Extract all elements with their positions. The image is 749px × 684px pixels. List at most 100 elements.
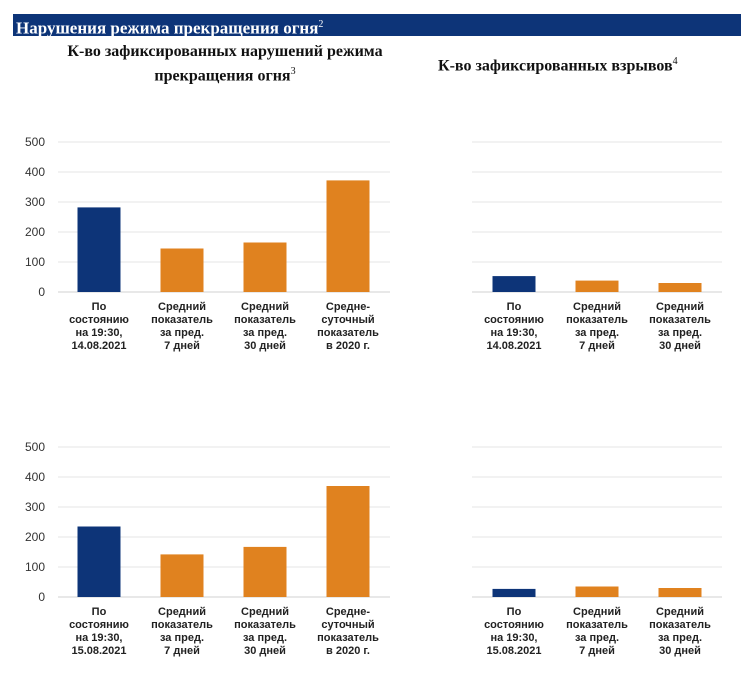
y-tick-label: 500 [25, 440, 45, 454]
x-category-label-line: за пред. [575, 327, 619, 339]
y-tick-label: 200 [25, 225, 45, 239]
bar-average [575, 280, 619, 292]
x-category-label-line: По [507, 301, 522, 313]
bar-current [77, 526, 121, 597]
violations-chart-title: К-во зафиксированных нарушений режима пр… [20, 42, 430, 86]
x-category-label: Средний показатель за пред. 30 дней [649, 301, 711, 352]
x-category-label-line: в 2020 г. [326, 645, 370, 657]
explosions-title-footnote: 4 [672, 56, 678, 67]
bar-average [160, 248, 204, 292]
x-category-label-line: По [92, 301, 107, 313]
x-category-label-line: за пред. [658, 632, 702, 644]
x-category-label-line: показатель [317, 632, 379, 644]
bar-average [160, 554, 204, 597]
violations-title-footnote: 3 [290, 66, 296, 77]
violations-panel-15-08: 0 100 200 300 400 500 По состоянию на 19:30, 15.0… [25, 440, 390, 657]
x-category-label-line: Средний [573, 606, 621, 618]
x-category-label-line: показатель [151, 619, 213, 631]
x-category-label-line: показатель [649, 619, 711, 631]
bar-average [575, 586, 619, 597]
x-category-label-line: 15.08.2021 [486, 645, 541, 657]
x-category-label-line: Средне- [326, 301, 371, 313]
x-category-label: Средний показатель за пред. 30 дней [234, 606, 296, 657]
bar-average [658, 588, 702, 597]
x-category-label-line: Средне- [326, 606, 371, 618]
x-category-label-line: 30 дней [244, 645, 286, 657]
bar-average [326, 180, 370, 292]
x-category-label-line: По [507, 606, 522, 618]
x-category-label-line: состоянию [484, 314, 544, 326]
x-category-label-line: в 2020 г. [326, 340, 370, 352]
y-tick-label: 300 [25, 500, 45, 514]
x-category-label-line: По [92, 606, 107, 618]
x-category-label-line: на 19:30, [75, 632, 122, 644]
x-category-label-line: показатель [234, 619, 296, 631]
bar-average [326, 486, 370, 597]
x-category-label-line: 7 дней [164, 340, 200, 352]
x-category-label-line: Средний [241, 301, 289, 313]
x-category-label-line: за пред. [658, 327, 702, 339]
x-category-label: Средне-суточный показатель в 2020 г. [317, 301, 379, 352]
bar-current [492, 588, 536, 597]
y-tick-label: 0 [38, 590, 45, 604]
x-category-label-line: показатель [151, 314, 213, 326]
section-header: Нарушения режима прекращения огня2 [13, 14, 741, 38]
x-category-label-line: показатель [566, 314, 628, 326]
y-tick-label: 100 [25, 255, 45, 269]
x-category-label: Средний показатель за пред. 7 дней [566, 301, 628, 352]
y-tick-label: 0 [38, 285, 45, 299]
x-category-label-line: суточный [321, 314, 374, 326]
x-category-label-line: Средний [241, 606, 289, 618]
section-title: Нарушения режима прекращения огня [16, 18, 319, 38]
x-category-label-line: Средний [656, 606, 704, 618]
x-category-label-line: на 19:30, [490, 632, 537, 644]
y-tick-label: 400 [25, 165, 45, 179]
x-category-label-line: Средний [573, 301, 621, 313]
x-category-label-line: 30 дней [659, 645, 701, 657]
x-category-label: Средний показатель за пред. 7 дней [566, 606, 628, 657]
x-category-label-line: состоянию [69, 314, 129, 326]
y-tick-label: 100 [25, 560, 45, 574]
x-category-label: Средний показатель за пред. 30 дней [234, 301, 296, 352]
y-tick-label: 200 [25, 530, 45, 544]
x-category-label-line: 30 дней [244, 340, 286, 352]
x-category-label: Средне-суточный показатель в 2020 г. [317, 606, 379, 657]
x-category-label-line: за пред. [160, 327, 204, 339]
explosions-chart-title: К-во зафиксированных взрывов4 [438, 52, 738, 76]
x-category-label-line: Средний [656, 301, 704, 313]
x-category-label-line: за пред. [243, 632, 287, 644]
x-category-label-line: 30 дней [659, 340, 701, 352]
x-category-label-line: 14.08.2021 [486, 340, 541, 352]
x-category-label: По состоянию на 19:30, 15.08.2021 [69, 606, 129, 657]
x-category-label-line: Средний [158, 301, 206, 313]
violations-title-text: К-во зафиксированных нарушений режима пр… [67, 43, 383, 85]
x-category-label-line: 7 дней [164, 645, 200, 657]
y-tick-label: 500 [25, 135, 45, 149]
violations-panel-14-08: 0 100 200 300 400 500 По состоянию на 19:30, 14.0… [25, 135, 390, 352]
bar-current [492, 276, 536, 292]
x-category-label-line: 7 дней [579, 645, 615, 657]
x-category-label-line: 14.08.2021 [71, 340, 126, 352]
x-category-label-line: 7 дней [579, 340, 615, 352]
explosions-title-text: К-во зафиксированных взрывов [438, 57, 673, 75]
y-tick-label: 300 [25, 195, 45, 209]
bar-average [243, 242, 287, 292]
x-category-label-line: Средний [158, 606, 206, 618]
x-category-label-line: суточный [321, 619, 374, 631]
bar-average [658, 283, 702, 292]
x-category-label-line: за пред. [575, 632, 619, 644]
x-category-label: Средний показатель за пред. 7 дней [151, 301, 213, 352]
x-category-label-line: состоянию [484, 619, 544, 631]
section-title-footnote: 2 [318, 19, 324, 30]
x-category-label-line: показатель [317, 327, 379, 339]
bar-average [243, 546, 287, 597]
y-tick-label: 400 [25, 470, 45, 484]
x-category-label: По состоянию на 19:30, 14.08.2021 [484, 301, 544, 352]
x-category-label: По состоянию на 19:30, 14.08.2021 [69, 301, 129, 352]
x-category-label-line: на 19:30, [490, 327, 537, 339]
x-category-label: По состоянию на 19:30, 15.08.2021 [484, 606, 544, 657]
x-category-label: Средний показатель за пред. 30 дней [649, 606, 711, 657]
